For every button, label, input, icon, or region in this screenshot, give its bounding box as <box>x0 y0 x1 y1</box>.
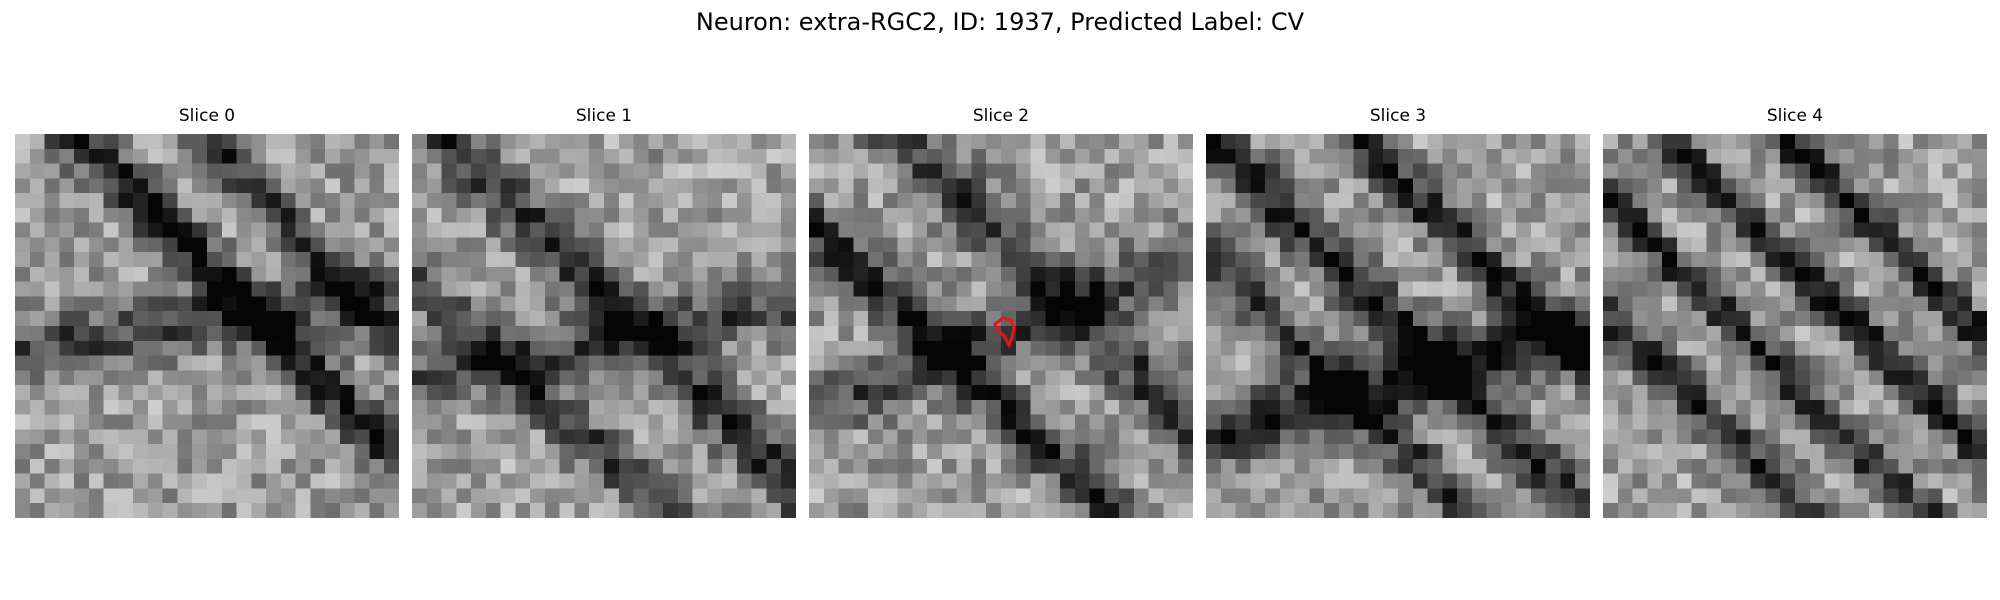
slice-title-0: Slice 0 <box>178 106 236 126</box>
slice-image-4 <box>1603 134 1987 518</box>
slice-image-1 <box>412 134 796 518</box>
slice-title-4: Slice 4 <box>1766 106 1824 126</box>
slice-title-3: Slice 3 <box>1369 106 1427 126</box>
slice-image-0 <box>15 134 399 518</box>
slice-title-2: Slice 2 <box>972 106 1030 126</box>
slice-title-1: Slice 1 <box>575 106 633 126</box>
figure-title: Neuron: extra-RGC2, ID: 1937, Predicted … <box>695 8 1305 36</box>
slice-image-3 <box>1206 134 1590 518</box>
slice-image-2 <box>809 134 1193 518</box>
